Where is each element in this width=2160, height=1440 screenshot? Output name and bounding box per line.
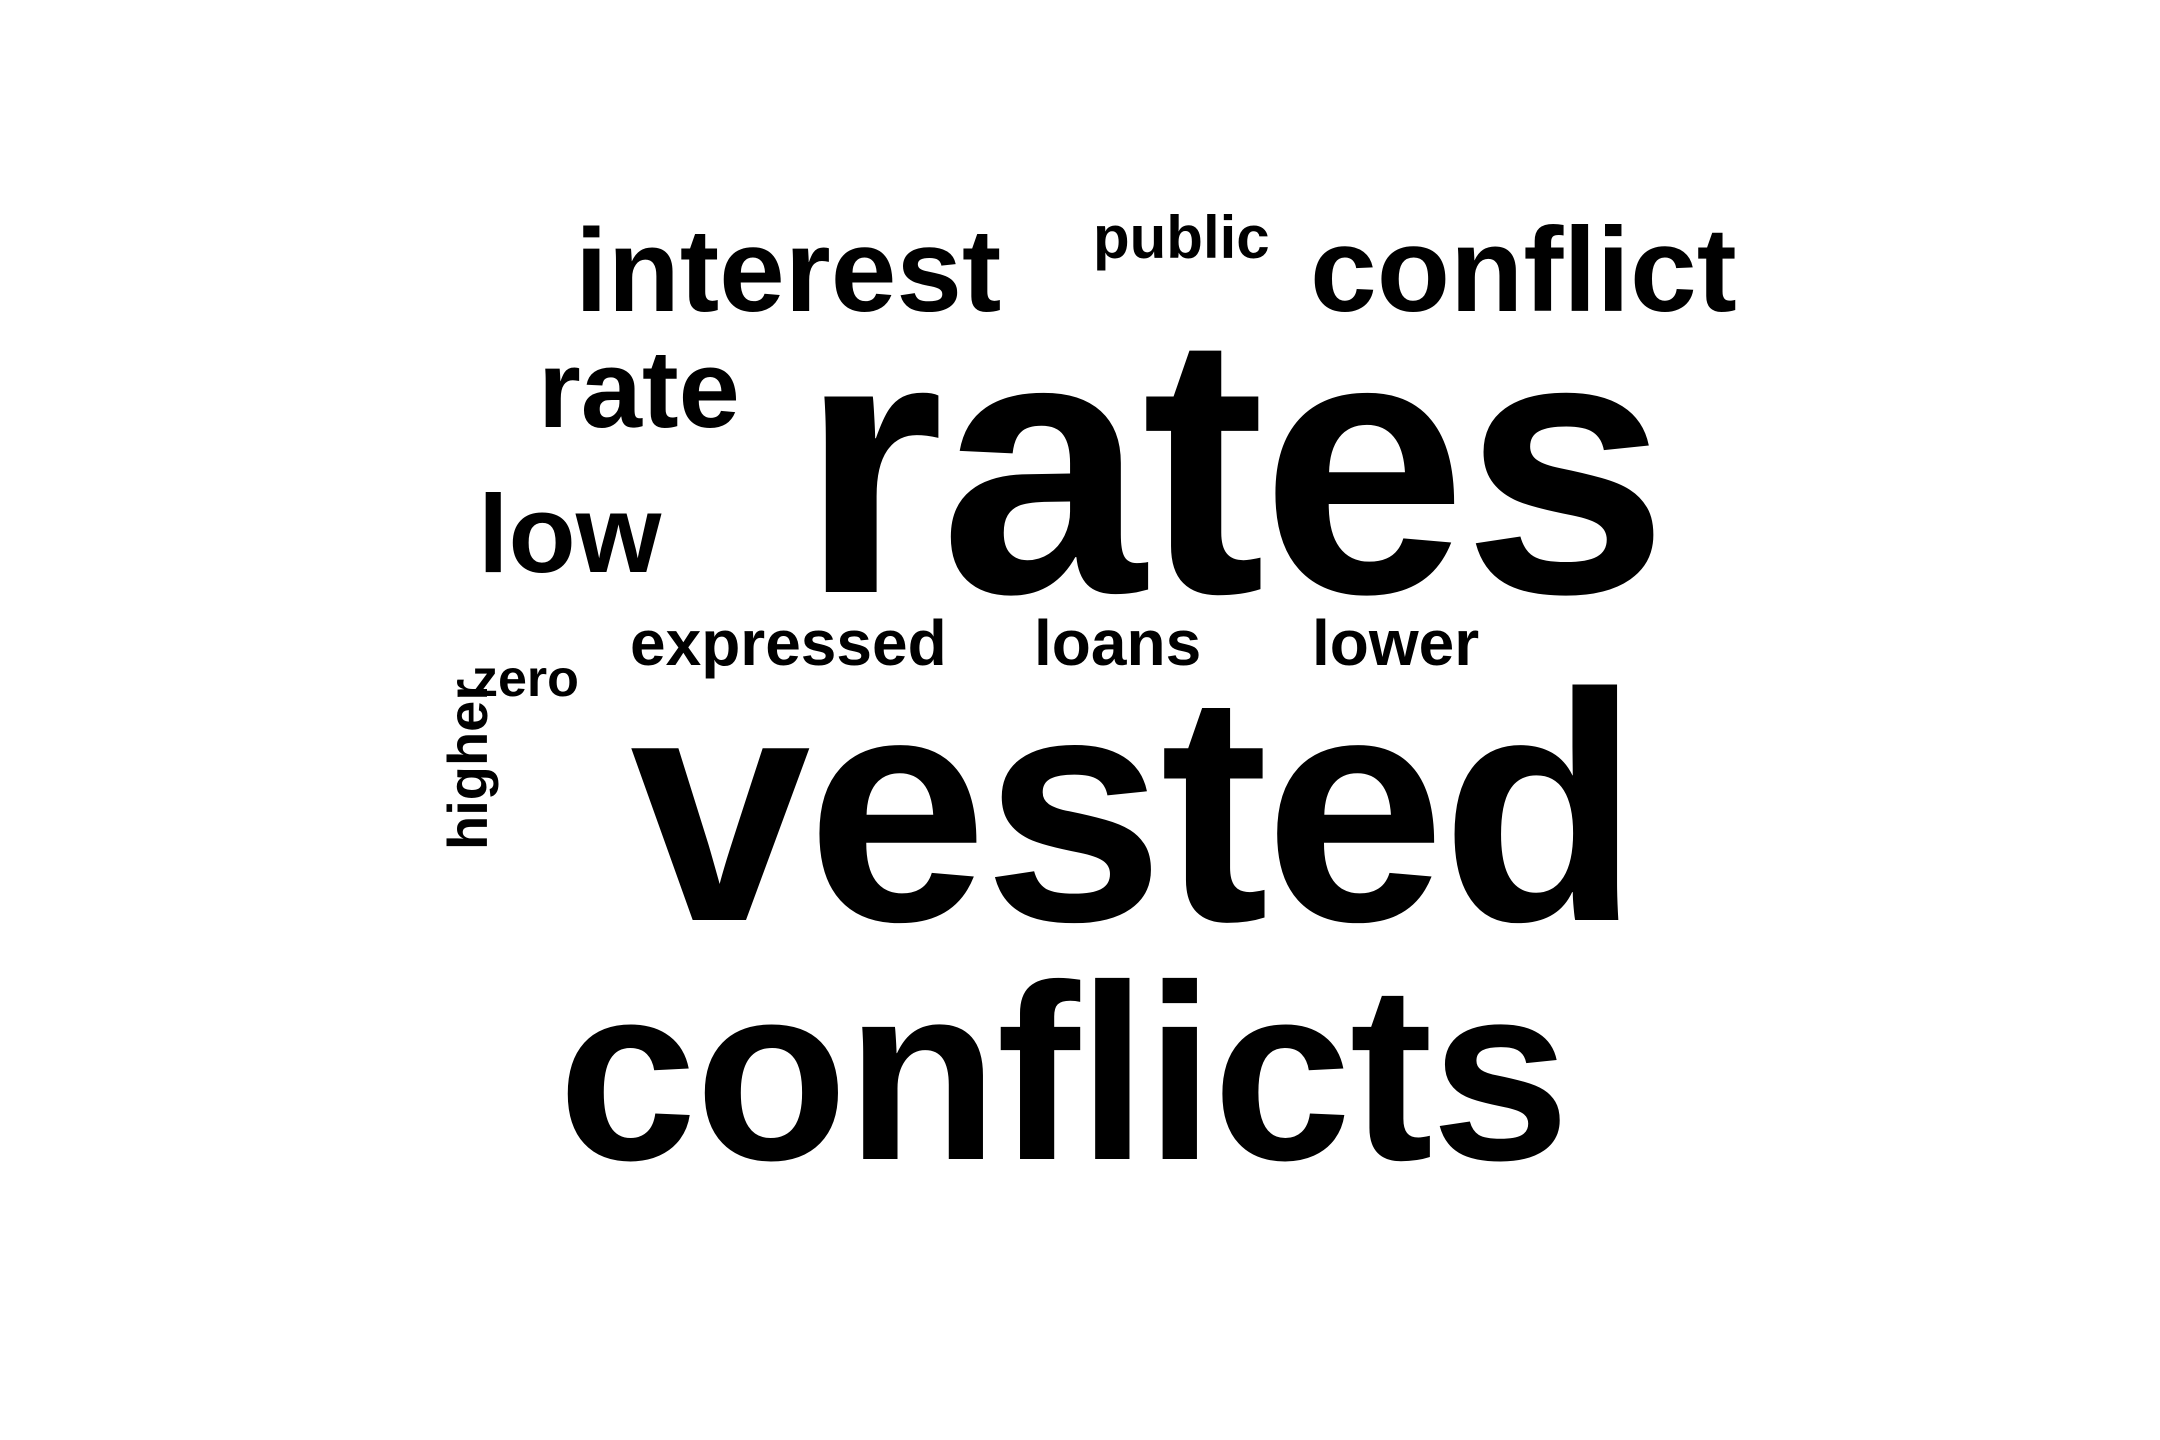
word-higher: higher [436, 678, 499, 850]
word-loans: loans [1034, 607, 1202, 679]
word-vested: vested [630, 626, 1640, 989]
word-expressed: expressed [630, 607, 947, 679]
word-conflict: conflict [1310, 203, 1737, 337]
word-lower: lower [1312, 607, 1480, 679]
word-rate: rate [538, 328, 740, 451]
word-public: public [1093, 204, 1270, 271]
word-zero: zero [472, 650, 579, 708]
word-rates: rates [800, 258, 1669, 671]
word-interest: interest [575, 205, 1002, 337]
word-low: low [478, 473, 662, 596]
word-conflicts: conflicts [558, 933, 1570, 1212]
